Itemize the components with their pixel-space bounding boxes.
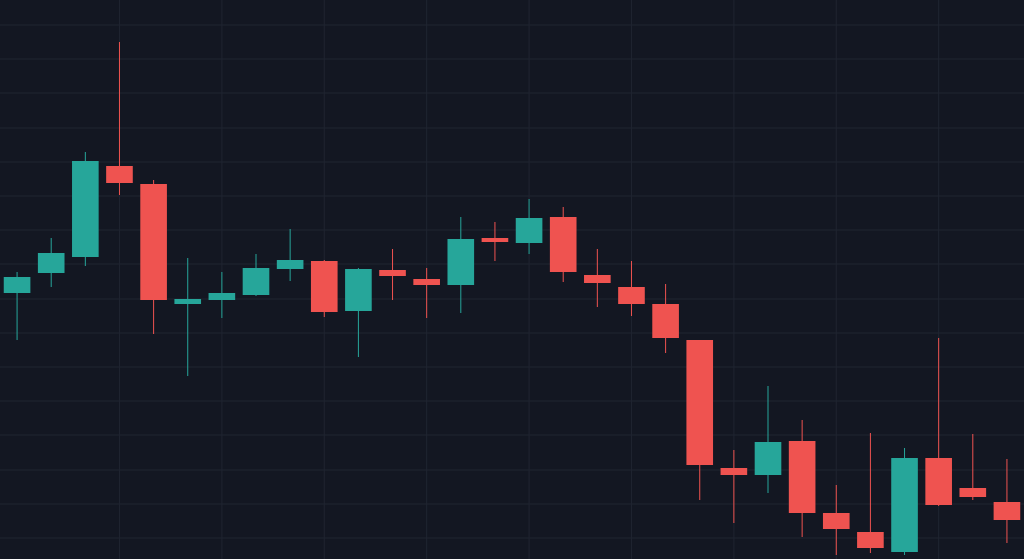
candle-body (515, 218, 543, 243)
candle-body (310, 261, 338, 312)
candle-body (891, 458, 918, 552)
candle-body (3, 277, 31, 293)
candle-body (584, 275, 611, 283)
candle-body (140, 184, 167, 300)
candle-body (447, 239, 475, 285)
candle-body (686, 340, 714, 465)
candle-body (652, 304, 679, 338)
candle-body (993, 502, 1021, 520)
candle-body (37, 253, 65, 273)
candle-body (754, 442, 782, 475)
candle-body (174, 299, 202, 304)
candle-body (379, 270, 406, 276)
candle-body (345, 269, 372, 311)
candle-body (242, 268, 270, 295)
candle-body (720, 468, 748, 475)
candle-body (822, 513, 850, 529)
candle-body (618, 287, 645, 304)
candle-body (208, 293, 236, 300)
candle-body (276, 260, 304, 269)
candle-body (106, 166, 133, 183)
candle-body (413, 279, 440, 285)
candle-body (481, 238, 509, 242)
candle-body (549, 217, 577, 272)
candle-body (959, 488, 987, 497)
candle-body (788, 441, 816, 513)
candle-body (857, 532, 884, 548)
candle-body (72, 161, 99, 257)
candle-body (925, 458, 952, 505)
